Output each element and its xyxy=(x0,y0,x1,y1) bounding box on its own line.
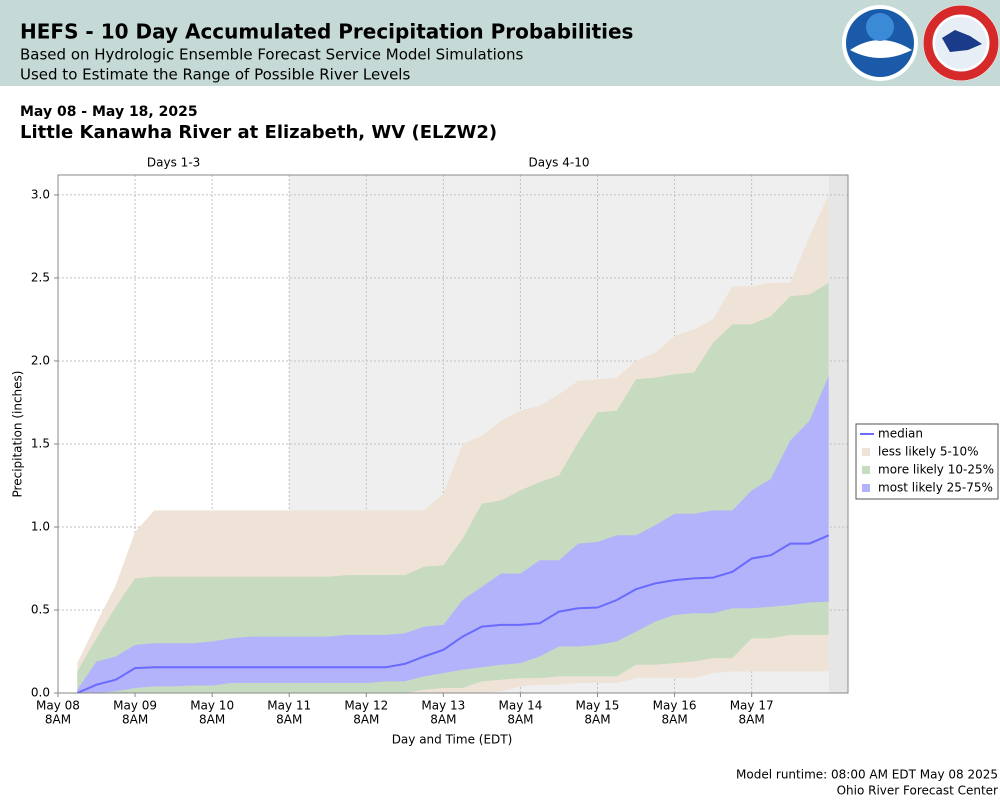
y-tick-label: 2.5 xyxy=(31,270,50,284)
y-tick-label: 0.5 xyxy=(31,602,50,616)
header-bar xyxy=(0,0,1000,86)
y-tick-label: 0.0 xyxy=(31,686,50,700)
x-tick-label: 8AM xyxy=(122,713,148,727)
legend-label: more likely 10-25% xyxy=(878,463,994,477)
nws-logo xyxy=(923,5,999,81)
legend-label: most likely 25-75% xyxy=(878,481,993,495)
y-axis-label: Precipitation (inches) xyxy=(11,371,25,498)
region-label: Days 1-3 xyxy=(147,156,200,170)
legend-box xyxy=(855,423,999,500)
region-label: Days 4-10 xyxy=(528,156,589,170)
y-tick-label: 1.0 xyxy=(31,519,50,533)
legend-label: median xyxy=(878,427,923,441)
x-tick-label: May 17 xyxy=(730,699,774,713)
plot-border xyxy=(57,174,849,694)
x-tick-label: May 15 xyxy=(576,699,620,713)
x-tick-label: May 12 xyxy=(344,699,388,713)
x-tick-label: May 13 xyxy=(421,699,465,713)
median-line xyxy=(76,534,830,694)
x-tick-label: 8AM xyxy=(199,713,225,727)
title: HEFS - 10 Day Accumulated Precipitation … xyxy=(20,20,633,44)
x-tick-label: May 11 xyxy=(267,699,311,713)
legend-swatch xyxy=(862,466,870,474)
footer-text: Ohio River Forecast Center xyxy=(837,784,998,798)
subtitle: Based on Hydrologic Ensemble Forecast Se… xyxy=(20,46,523,64)
x-tick-label: 8AM xyxy=(507,713,533,727)
subtitle: Used to Estimate the Range of Possible R… xyxy=(20,66,410,84)
location: Little Kanawha River at Elizabeth, WV (E… xyxy=(20,122,497,143)
y-tick-label: 2.0 xyxy=(31,353,50,367)
legend-label: less likely 5-10% xyxy=(878,445,979,459)
x-tick-label: May 14 xyxy=(498,699,542,713)
x-tick-label: May 16 xyxy=(653,699,697,713)
x-axis-label: Day and Time (EDT) xyxy=(392,733,513,747)
y-tick-label: 1.5 xyxy=(31,436,50,450)
x-tick-label: May 08 xyxy=(36,699,80,713)
x-tick-label: 8AM xyxy=(739,713,765,727)
x-tick-label: May 09 xyxy=(113,699,157,713)
x-tick-label: May 10 xyxy=(190,699,234,713)
noaa-logo xyxy=(842,5,918,81)
date-range: May 08 - May 18, 2025 xyxy=(20,104,198,120)
y-tick-label: 3.0 xyxy=(31,187,50,201)
x-tick-label: 8AM xyxy=(353,713,379,727)
footer-text: Model runtime: 08:00 AM EDT May 08 2025 xyxy=(736,768,998,782)
band xyxy=(77,375,829,693)
x-tick-label: 8AM xyxy=(276,713,302,727)
legend-swatch xyxy=(862,484,870,492)
x-tick-label: 8AM xyxy=(430,713,456,727)
x-tick-label: 8AM xyxy=(584,713,610,727)
x-tick-label: 8AM xyxy=(45,713,71,727)
x-tick-label: 8AM xyxy=(661,713,687,727)
legend-swatch xyxy=(862,448,870,456)
